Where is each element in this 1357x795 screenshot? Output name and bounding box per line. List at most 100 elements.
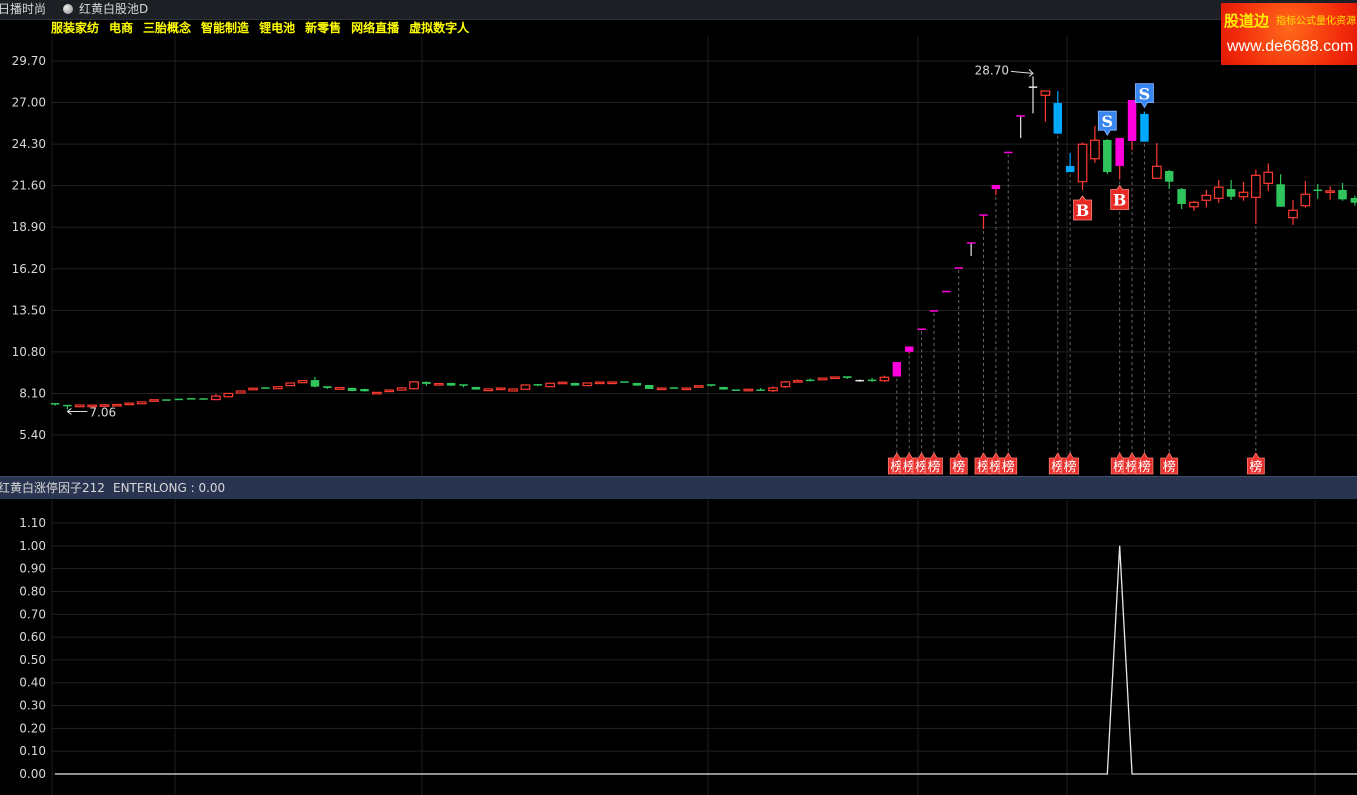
candle[interactable]	[632, 382, 642, 386]
candle[interactable]	[805, 378, 815, 382]
candle[interactable]	[1115, 137, 1124, 180]
candle[interactable]	[1338, 183, 1347, 201]
candle[interactable]	[1350, 195, 1357, 206]
candle[interactable]	[1065, 153, 1075, 173]
candle[interactable]	[471, 386, 481, 390]
candle[interactable]	[743, 388, 754, 392]
candle[interactable]	[124, 402, 135, 406]
concept-tag[interactable]: 服装家纺	[51, 21, 100, 35]
candle[interactable]	[681, 387, 692, 391]
candle[interactable]	[1226, 179, 1236, 200]
candle[interactable]	[656, 387, 667, 391]
candle[interactable]	[768, 386, 778, 392]
candle[interactable]	[87, 404, 97, 408]
candle[interactable]	[372, 391, 382, 395]
candle[interactable]	[620, 381, 629, 383]
candle[interactable]	[830, 376, 840, 380]
candle[interactable]	[495, 387, 506, 391]
candle[interactable]	[1276, 174, 1285, 207]
candle[interactable]	[446, 382, 456, 387]
candle[interactable]	[483, 388, 494, 392]
pool-name[interactable]: 红黄白股池D	[79, 2, 149, 16]
candle[interactable]	[50, 403, 60, 406]
candle[interactable]	[63, 404, 72, 410]
candle[interactable]	[136, 401, 147, 405]
candle[interactable]	[706, 384, 716, 387]
candle[interactable]	[966, 242, 976, 257]
candle[interactable]	[297, 380, 308, 384]
candle[interactable]	[879, 375, 890, 382]
candle[interactable]	[409, 381, 419, 390]
candle[interactable]	[223, 392, 234, 398]
candle[interactable]	[334, 386, 345, 390]
candle[interactable]	[1238, 181, 1249, 201]
candle[interactable]	[942, 290, 951, 293]
candle[interactable]	[433, 382, 444, 386]
candle[interactable]	[99, 404, 110, 407]
candle[interactable]	[1040, 90, 1051, 122]
candle[interactable]	[248, 387, 258, 391]
candle[interactable]	[644, 384, 654, 389]
candle[interactable]	[1300, 181, 1311, 208]
candle[interactable]	[1325, 186, 1335, 200]
candle[interactable]	[235, 390, 246, 394]
candle[interactable]	[384, 389, 395, 393]
candle[interactable]	[917, 328, 926, 331]
concept-tag[interactable]: 新零售	[305, 21, 342, 35]
candle[interactable]	[1090, 125, 1100, 163]
candle[interactable]	[211, 394, 221, 401]
candle[interactable]	[843, 376, 852, 379]
candle[interactable]	[780, 381, 791, 389]
candle[interactable]	[1140, 111, 1149, 142]
circle-radio-icon[interactable]	[63, 4, 73, 14]
candle[interactable]	[347, 387, 357, 392]
candle[interactable]	[693, 385, 704, 388]
candle[interactable]	[892, 362, 902, 377]
candle[interactable]	[1263, 163, 1274, 192]
indicator-name[interactable]: 红黄白涨停因子212	[0, 481, 105, 495]
candle[interactable]	[756, 388, 765, 391]
candle[interactable]	[533, 384, 543, 387]
candle[interactable]	[719, 386, 728, 390]
candle[interactable]	[360, 388, 369, 392]
candle[interactable]	[1201, 189, 1212, 208]
candle[interactable]	[1053, 91, 1063, 134]
candle[interactable]	[1251, 169, 1261, 224]
candle[interactable]	[1127, 99, 1137, 150]
candle[interactable]	[1177, 187, 1186, 210]
candle[interactable]	[186, 398, 196, 400]
candle[interactable]	[792, 379, 803, 383]
candle[interactable]	[112, 403, 122, 407]
candle[interactable]	[545, 382, 556, 388]
candle[interactable]	[1016, 115, 1025, 138]
concept-tag[interactable]: 三胎概念	[143, 21, 192, 35]
candle[interactable]	[929, 310, 939, 312]
candle[interactable]	[285, 382, 296, 387]
candle[interactable]	[731, 389, 741, 391]
concept-tag[interactable]: 网络直播	[351, 21, 400, 35]
candle[interactable]	[1004, 151, 1013, 154]
candle[interactable]	[954, 267, 963, 269]
candle[interactable]	[1103, 139, 1112, 174]
candle[interactable]	[162, 399, 171, 401]
candle[interactable]	[594, 381, 605, 385]
concept-tag[interactable]: 锂电池	[259, 21, 296, 35]
concept-tag[interactable]: 智能制造	[201, 21, 250, 35]
candle[interactable]	[1189, 201, 1199, 211]
candle[interactable]	[508, 388, 518, 392]
candle[interactable]	[991, 185, 1001, 196]
candle[interactable]	[1288, 199, 1298, 225]
candle[interactable]	[459, 384, 468, 388]
candle[interactable]	[422, 381, 431, 386]
candle[interactable]	[669, 387, 679, 389]
candle[interactable]	[979, 214, 988, 229]
candle[interactable]	[149, 399, 159, 402]
candle[interactable]	[396, 387, 407, 391]
candle[interactable]	[817, 377, 828, 381]
candle[interactable]	[199, 398, 208, 400]
stock-name[interactable]: 日播时尚	[0, 2, 47, 16]
candle[interactable]	[272, 386, 283, 390]
candle[interactable]	[557, 381, 568, 385]
candle[interactable]	[261, 387, 270, 389]
candle[interactable]	[1213, 179, 1224, 203]
